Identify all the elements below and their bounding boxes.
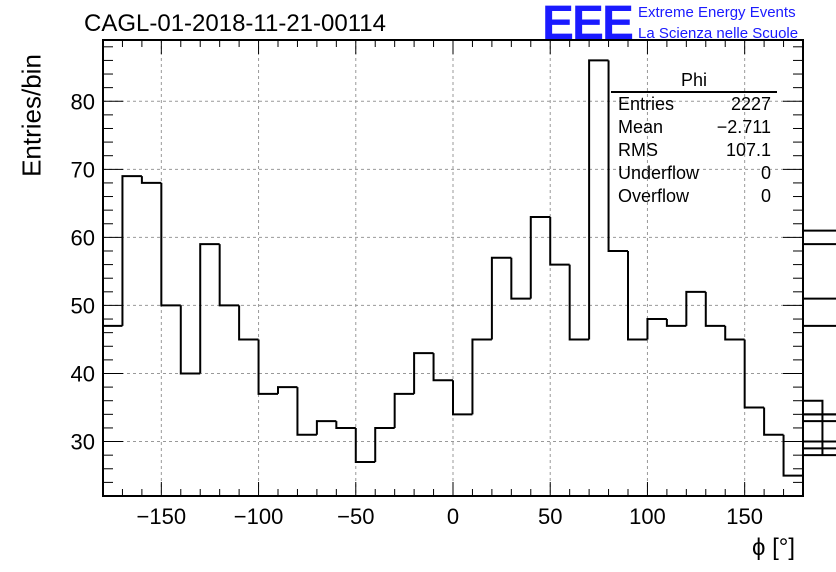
histogram-bin [763,407,784,436]
histogram-bin [803,243,836,246]
histogram-bin [199,243,220,374]
histogram-bin [432,353,453,382]
stats-label: Mean [618,117,664,137]
histogram-bin [374,426,395,462]
stats-box: Phi Entries 2227 Mean −2.711 RMS 107.1 Unde… [611,70,777,208]
x-tick-label: 150 [726,504,763,529]
histogram-bin [121,175,142,326]
stats-label: Entries [618,94,675,114]
histogram-bin [218,244,240,307]
stats-row: Mean −2.711 [611,116,777,139]
histogram-bin [354,427,376,463]
histogram-bin [257,339,278,395]
histogram-bin [335,421,356,429]
histogram-bin [803,447,836,450]
stats-title: Phi [611,70,777,93]
y-tick-label: 40 [71,361,95,386]
y-tick-label: 80 [71,89,95,114]
histogram-bin [665,319,687,327]
y-tick-label: 50 [71,293,95,318]
stats-label: Underflow [618,163,700,183]
x-tick-label: 100 [629,504,666,529]
histogram-bin [803,324,836,327]
histogram-bin [588,59,609,340]
y-tick-label: 30 [71,430,95,455]
plot-frame [102,39,804,497]
logo-text-line2: La Scienza nelle Scuole [638,25,799,42]
x-tick-label: −100 [234,504,284,529]
histogram-bin [315,420,337,435]
histogram-bin [803,413,836,416]
histogram-bin [179,305,201,375]
histogram-bin [724,325,745,341]
histogram-bin [607,60,628,252]
histogram-bin [296,387,317,436]
histogram-bin [704,291,726,327]
histogram-bin [452,380,473,416]
histogram-bin [529,215,551,299]
tick-labels: −150 −100 −50 0 50 100 150 30 40 50 60 70 80 [71,89,764,529]
x-tick-label: 0 [447,504,459,529]
x-axis-label: ϕ [°] [752,534,796,561]
histogram-bin [413,352,434,394]
histogram-bin [277,386,298,394]
histogram-bin [803,420,836,423]
histogram-bin [490,256,512,340]
histogram-bin [140,176,162,184]
histogram-bin [238,305,259,341]
histogram-bin [510,257,531,300]
stats-row: RMS 107.1 [611,139,777,162]
stats-row: Underflow 0 [611,162,777,185]
y-tick-label: 70 [71,157,95,182]
stats-value: −2.711 [716,117,771,137]
stats-row: Entries 2227 [611,93,777,116]
x-tick-label: 50 [538,504,562,529]
grid-lines [103,40,803,496]
x-tick-label: −150 [137,504,187,529]
histogram-bin [160,182,181,307]
histogram-bin [568,264,590,341]
histogram-bin [685,290,706,326]
histogram-bin [803,297,836,300]
stats-value: 0 [760,163,771,183]
eee-logo: EEE [542,0,634,50]
histogram-bin [803,454,836,457]
histogram-bin [393,392,415,428]
x-tick-label: −50 [337,504,374,529]
histogram-bin [803,229,836,232]
stats-value: 0 [760,186,771,206]
logo-text-line1: Extreme Energy Events [638,4,796,21]
stats-value: 107.1 [725,140,771,160]
stats-row: Overflow 0 [611,185,777,208]
histogram-bin [549,216,570,266]
histogram-bin [803,440,836,443]
histogram-bin [627,250,648,341]
histogram-bin [803,440,836,443]
histogram-bin [743,339,765,409]
chart-title: CAGL-01-2018-11-21-00114 [84,10,386,37]
histogram-bin [471,338,492,415]
histogram-bin [646,318,667,340]
stats-label: Overflow [618,186,690,206]
y-axis-label: Entries/bin [16,54,47,177]
histogram-bin [803,399,824,456]
histogram-bin [782,434,803,477]
stats-label: RMS [618,140,658,160]
histogram-bins [103,59,836,477]
histogram-bin [803,413,836,416]
y-tick-label: 60 [71,225,95,250]
stats-value: 2227 [730,94,771,114]
